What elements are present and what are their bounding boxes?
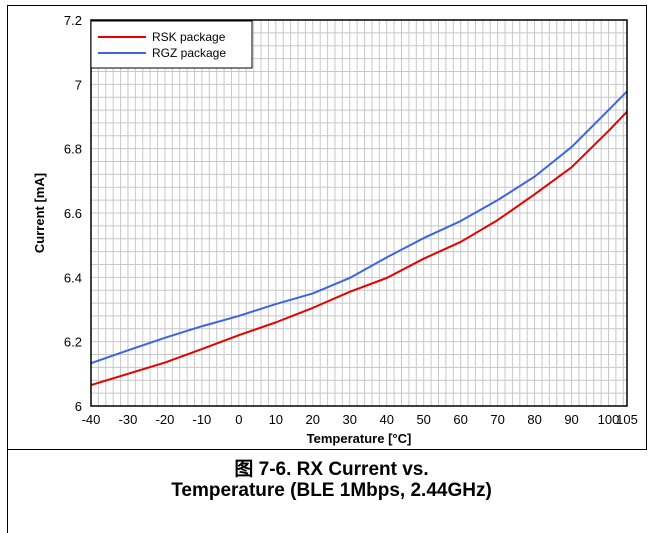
y-tick-label: 7.2 xyxy=(64,13,82,28)
x-tick-label: 0 xyxy=(235,412,242,427)
grid xyxy=(91,20,627,406)
x-tick-label: 30 xyxy=(343,412,357,427)
series-lines xyxy=(90,90,628,387)
x-tick-label: -40 xyxy=(82,412,101,427)
x-tick-label: 20 xyxy=(306,412,320,427)
series-line-rgz xyxy=(90,90,628,365)
y-tick-label: 6.8 xyxy=(64,142,82,157)
y-tick-label: 6.2 xyxy=(64,335,82,350)
left-border-rule xyxy=(7,449,8,533)
x-tick-label: 70 xyxy=(490,412,504,427)
x-tick-label: 100 xyxy=(598,412,620,427)
legend-label-rsk: RSK package xyxy=(152,30,226,44)
y-tick-label: 7 xyxy=(75,77,82,92)
series-line-rsk xyxy=(90,110,628,387)
x-tick-label: -20 xyxy=(156,412,175,427)
x-axis-label: Temperature [°C] xyxy=(307,431,412,446)
y-tick-label: 6.6 xyxy=(64,206,82,221)
x-tick-label: 50 xyxy=(416,412,430,427)
legend: RSK package RGZ package xyxy=(90,20,253,69)
x-tick-label: -10 xyxy=(192,412,211,427)
x-tick-label: 40 xyxy=(379,412,393,427)
x-tick-label: 80 xyxy=(527,412,541,427)
figure-caption-line-1: 图 7-6. RX Current vs. xyxy=(234,459,429,480)
y-tick-label: 6.4 xyxy=(64,270,82,285)
legend-label-rgz: RGZ package xyxy=(152,46,226,60)
y-tick-label: 6 xyxy=(75,399,82,414)
y-axis-label: Current [mA] xyxy=(32,173,47,253)
figure-caption-line-2: Temperature (BLE 1Mbps, 2.44GHz) xyxy=(171,480,492,501)
x-tick-label: -30 xyxy=(119,412,138,427)
x-tick-label: 105 xyxy=(616,412,638,427)
chart-frame xyxy=(7,5,647,450)
x-tick-label: 90 xyxy=(564,412,578,427)
x-tick-label: 10 xyxy=(269,412,283,427)
plot-area xyxy=(90,19,628,407)
legend-box xyxy=(90,20,253,69)
x-tick-label: 60 xyxy=(453,412,467,427)
